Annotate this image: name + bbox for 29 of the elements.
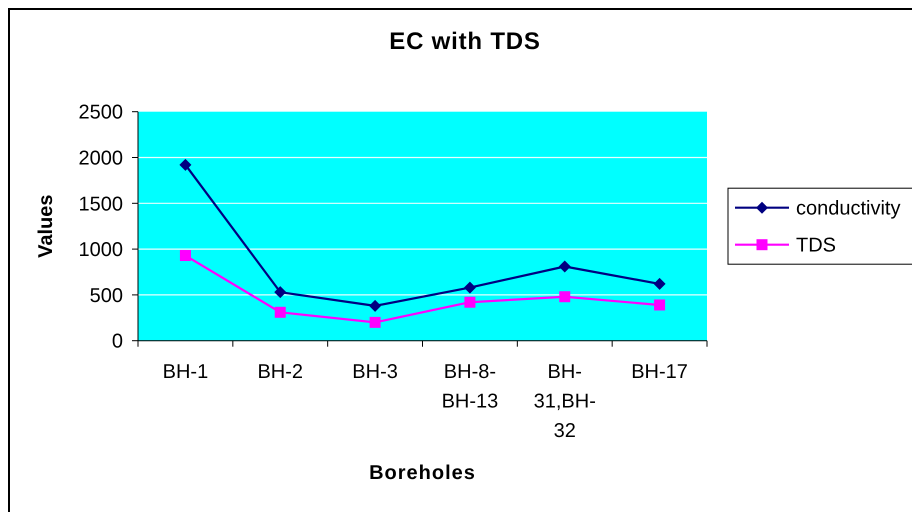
x-tick-label: BH-17 [631, 361, 688, 383]
x-axis-title: Boreholes [369, 462, 476, 484]
x-tick-label: BH-1 [162, 361, 208, 383]
x-tick-label: BH-3 [352, 361, 398, 383]
y-tick-label: 0 [112, 330, 123, 353]
point [274, 306, 286, 318]
point [654, 299, 666, 310]
y-tick-label: 1500 [78, 193, 123, 216]
y-tick-label: 500 [90, 284, 123, 307]
point [559, 291, 570, 302]
chart-title: EC with TDS [389, 28, 541, 55]
x-tick-label: BH-31,BH-32 [534, 361, 596, 442]
legend-label: conductivity [796, 198, 900, 220]
point [274, 286, 286, 298]
y-tick-label: 2000 [78, 148, 123, 170]
y-tick-label: 1000 [78, 239, 123, 262]
point [370, 316, 381, 328]
point [654, 278, 666, 290]
point [369, 300, 382, 312]
x-tick-label: BH-8-BH-13 [442, 361, 498, 412]
y-tick-label: 2500 [78, 102, 123, 124]
legend-label: TDS [796, 234, 836, 257]
y-axis-title: Values [35, 194, 57, 258]
point [180, 250, 191, 262]
point [179, 158, 192, 171]
point [558, 260, 571, 273]
point [464, 296, 476, 308]
point [464, 282, 476, 294]
x-tick-label: BH-2 [257, 361, 304, 383]
